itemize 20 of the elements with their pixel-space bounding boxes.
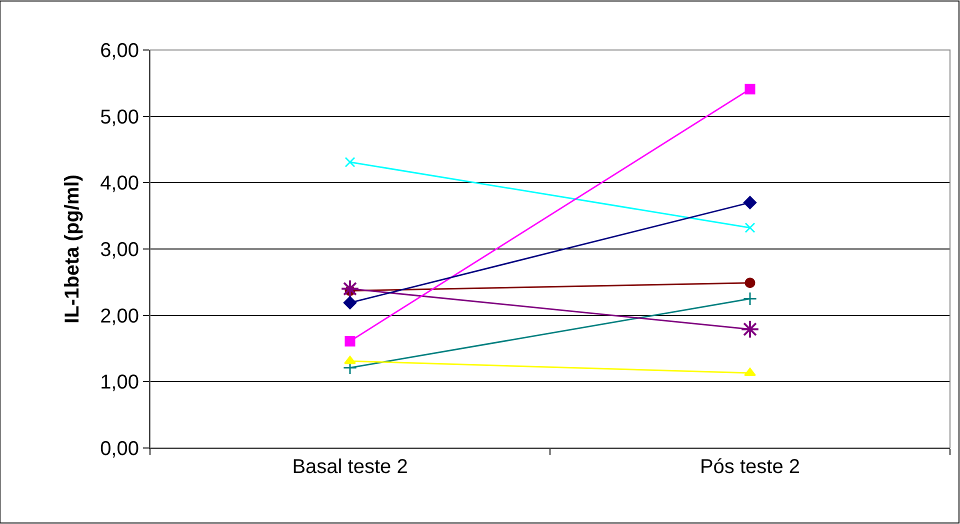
- point: [344, 156, 356, 168]
- y-tick-label: 4,00: [100, 172, 139, 195]
- y-tick-label: 0,00: [100, 438, 139, 460]
- y-tick-label: 1,00: [100, 372, 139, 394]
- point: [744, 84, 756, 94]
- x-tick-label: Basal teste 2: [292, 456, 408, 478]
- y-axis-title: IL-1beta (pg/ml): [62, 174, 84, 324]
- point: [744, 222, 756, 234]
- point: [742, 292, 758, 306]
- x-tick-label: Pós teste 2: [700, 456, 800, 478]
- point: [344, 336, 356, 346]
- y-tick-label: 6,00: [100, 40, 139, 62]
- point: [340, 279, 360, 298]
- y-tick-label: 3,00: [100, 239, 139, 261]
- point: [740, 320, 760, 339]
- point: [343, 296, 357, 310]
- point: [744, 278, 756, 288]
- y-tick-label: 5,00: [100, 106, 139, 128]
- y-tick-label: 2,00: [100, 305, 139, 328]
- point: [743, 196, 757, 210]
